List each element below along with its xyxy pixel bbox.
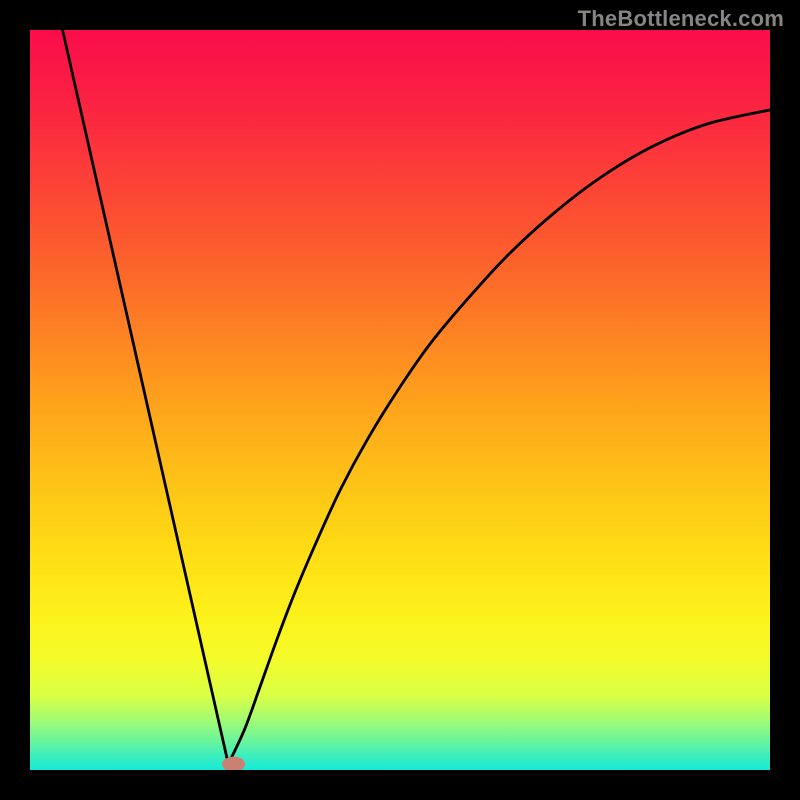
frame-bottom — [0, 770, 800, 800]
watermark-text: TheBottleneck.com — [578, 6, 784, 32]
frame-right — [770, 0, 800, 800]
frame-left — [0, 0, 30, 800]
plot-svg — [0, 0, 800, 800]
optimum-marker — [223, 757, 245, 771]
gradient-background — [30, 30, 770, 770]
chart-container: TheBottleneck.com — [0, 0, 800, 800]
